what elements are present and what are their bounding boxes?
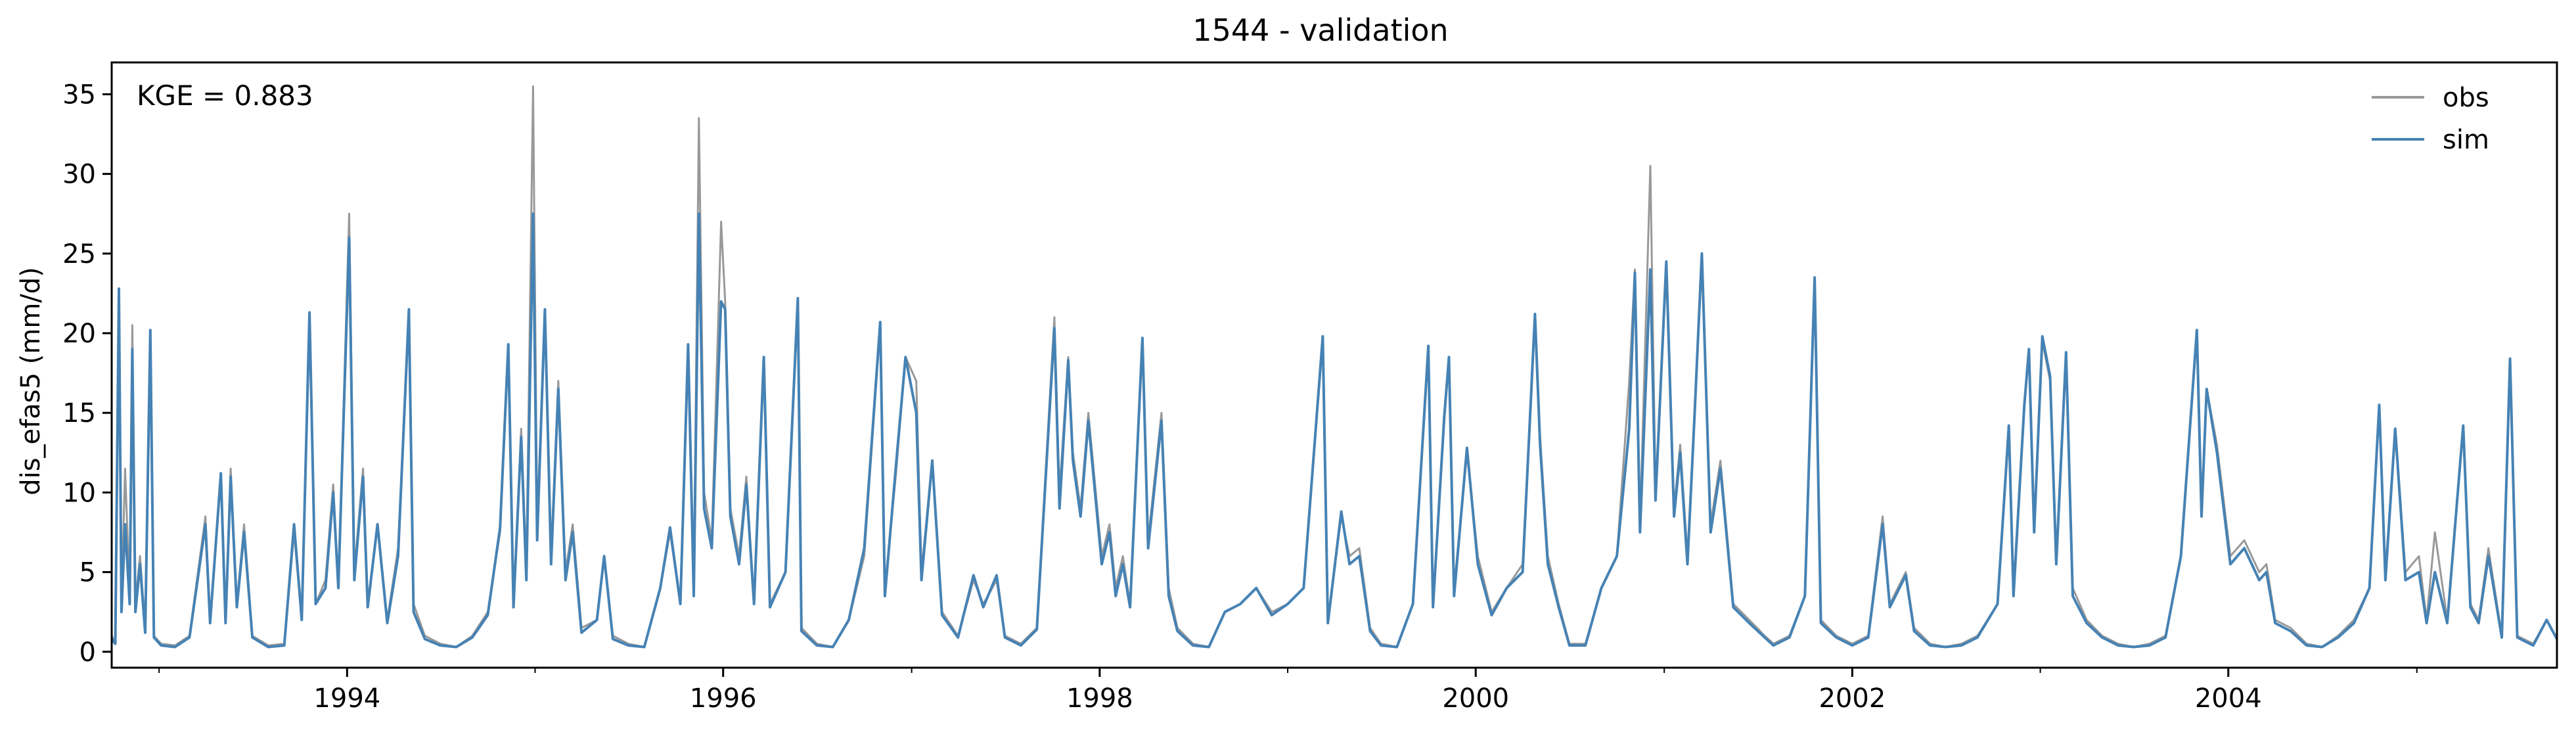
legend: obs sim	[2372, 83, 2489, 155]
y-tick-label: 5	[79, 558, 96, 588]
y-tick-label: 30	[62, 160, 96, 190]
y-tick-label: 25	[62, 239, 96, 269]
x-tick-label: 1996	[690, 683, 757, 714]
x-tick-label: 2002	[1819, 683, 1886, 714]
x-tick-label: 2004	[2195, 683, 2262, 714]
kge-annotation: KGE = 0.883	[137, 80, 313, 112]
y-tick-label: 15	[62, 398, 96, 428]
series-line-sim	[110, 212, 2558, 649]
series-layer	[110, 85, 2558, 649]
chart-title: 1544 - validation	[1192, 12, 1448, 48]
y-tick-label: 35	[62, 80, 96, 110]
axis-layer: 0 5 10 15 20 25 30 35 1994 1996 1998 2000 2002 2004	[62, 80, 2418, 714]
plot-frame	[110, 61, 2558, 669]
legend-label-obs: obs	[2443, 83, 2489, 113]
y-axis-label: dis_efas5 (mm/d)	[16, 267, 46, 496]
y-tick-label: 10	[62, 478, 96, 508]
x-tick-label: 1994	[313, 683, 380, 714]
x-tick-label: 2000	[1442, 683, 1509, 714]
y-tick-label: 20	[62, 319, 96, 349]
x-tick-label: 1998	[1066, 683, 1133, 714]
legend-label-sim: sim	[2443, 125, 2489, 155]
y-tick-label: 0	[79, 637, 96, 668]
